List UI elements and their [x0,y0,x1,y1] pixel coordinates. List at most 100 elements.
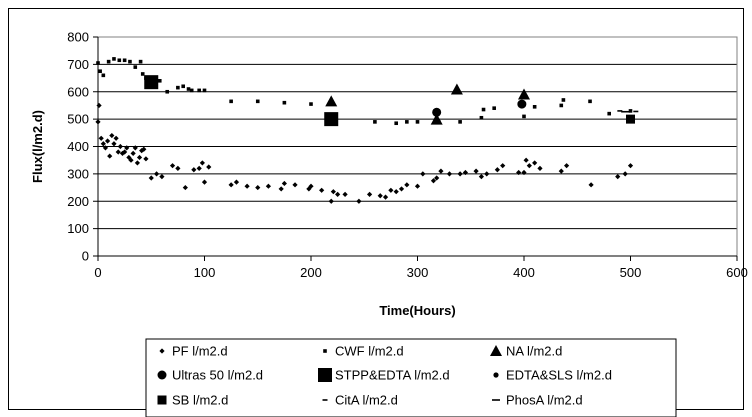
legend-item: PhosA l/m2.d [492,393,583,408]
data-point [377,193,383,199]
data-point [196,165,202,171]
data-point [420,171,426,177]
y-tick-label: 600 [67,84,89,99]
series-8 [621,110,630,113]
data-point [132,145,138,151]
axes: 0 100 200 300 400 500 600 700 800 0 100 200 300 400 50… [67,30,748,281]
data-point [176,85,180,90]
data-point [414,183,421,189]
data-point [309,102,313,106]
data-point [615,174,621,180]
data-point [430,178,437,184]
data-point [537,165,543,171]
data-point [319,187,325,193]
x-tick-label: 300 [407,265,429,280]
data-point [373,120,377,124]
data-point [617,110,623,112]
y-tick-label: 300 [67,166,89,181]
data-point [122,149,128,155]
y-tick-label: 0 [82,249,89,264]
legend-item: CWF l/m2.d [323,344,404,359]
legend-marker [492,399,500,401]
y-tick-label: 100 [67,221,89,236]
data-point [484,171,490,177]
data-point [143,156,149,162]
legend-item: CitA l/m2.d [322,393,398,408]
legend-label: EDTA&SLS l/m2.d [506,368,612,383]
data-point [450,83,463,95]
data-point [382,194,389,200]
data-point [206,164,212,170]
data-point [492,106,496,110]
data-point [117,143,123,150]
data-point [394,121,398,126]
data-point [559,103,564,108]
data-point [500,163,506,169]
data-point [356,198,362,204]
series-7 [617,110,639,113]
legend-marker [157,395,167,405]
series-5 [521,93,527,100]
data-point [278,186,284,192]
data-point [130,150,136,156]
data-point [462,169,469,176]
legend-label: CitA l/m2.d [335,393,398,408]
data-point [153,171,160,177]
legend-marker [157,370,167,380]
series-1 [96,57,633,126]
data-point [626,114,635,124]
data-point [244,183,250,189]
legend-marker [490,345,502,356]
data-point [292,182,298,188]
data-point [197,88,201,93]
data-point [141,146,147,152]
data-point [517,99,527,109]
x-tick-label: 100 [194,265,216,280]
legend-label: STPP&EDTA l/m2.d [335,368,450,383]
data-point [479,115,484,120]
data-point [255,184,261,191]
legend-marker [318,368,332,382]
data-point [330,189,336,195]
y-tick-label: 500 [67,112,89,127]
data-point [175,165,181,171]
data-point [98,135,104,141]
data-point [255,99,260,104]
data-point [186,87,191,91]
data-point [101,73,106,78]
legend: PF l/m2.d CWF l/m2.d NA l/m2.d Ultras 50 l/… [157,344,612,408]
legend-label: SB l/m2.d [172,393,228,408]
data-point [415,120,420,124]
data-point [136,154,143,161]
data-point [342,191,348,198]
data-point [128,157,134,163]
data-point [494,167,500,173]
data-point [201,179,208,185]
data-point [516,169,522,176]
legend-item: Ultras 50 l/m2.d [157,368,263,383]
data-point [393,189,399,195]
data-point [532,105,537,109]
y-tick-label: 400 [67,139,89,154]
data-point [478,174,484,180]
data-point [325,95,338,107]
data-point [159,174,165,180]
data-point [98,69,102,74]
legend-label: PF l/m2.d [172,344,228,359]
series-2 [325,83,530,125]
data-point [607,111,611,116]
legend-item: NA l/m2.d [490,344,562,359]
data-point [113,135,119,141]
data-point [109,132,115,139]
data-point [117,58,122,63]
data-point [199,160,205,166]
data-point [157,79,162,83]
data-point [112,57,116,61]
data-point [627,163,634,169]
data-point [532,160,538,166]
y-tick-label: 700 [67,57,89,72]
data-point [233,179,240,185]
data-point [438,168,444,174]
data-points [95,57,639,204]
